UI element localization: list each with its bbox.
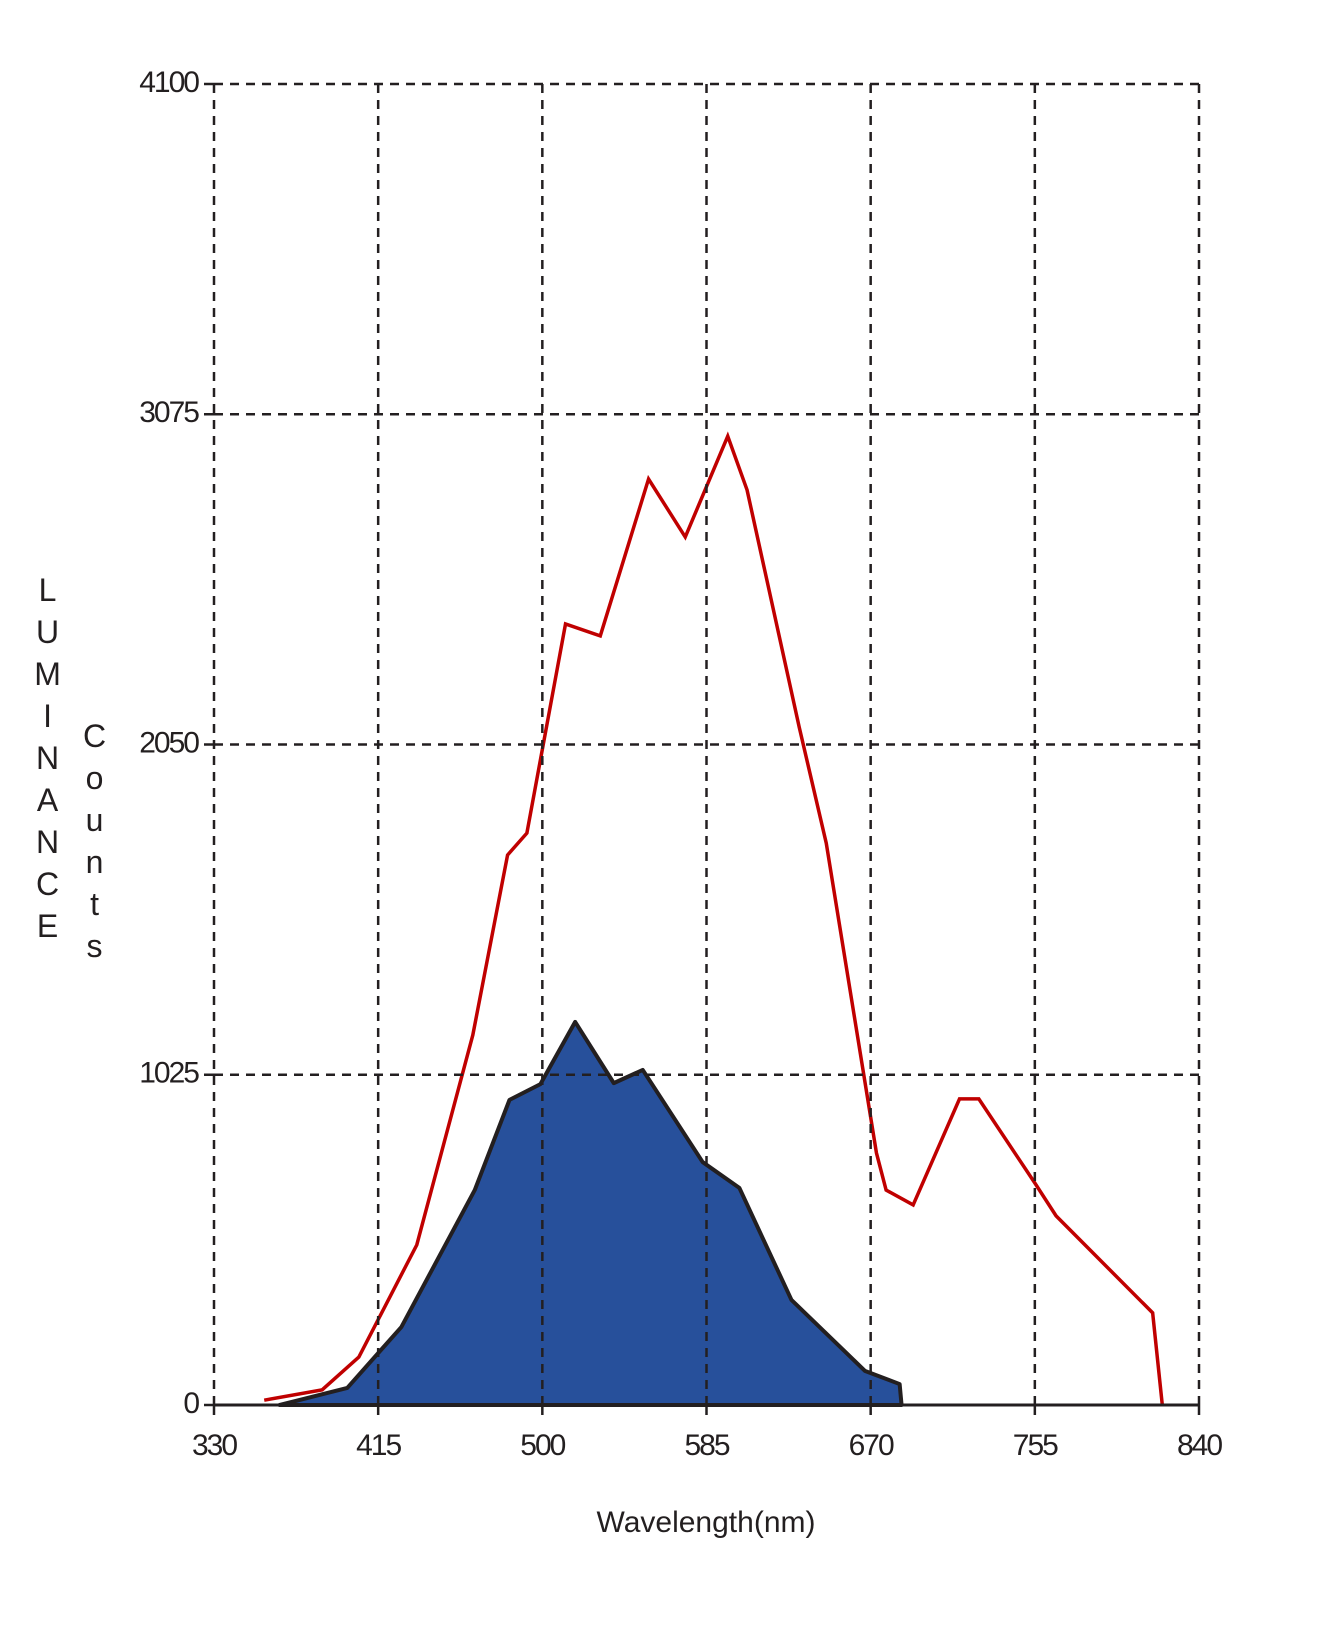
area bbox=[277, 1019, 904, 1407]
line bbox=[263, 431, 1165, 1406]
y-axis-label: LUMINANCE bbox=[30, 572, 66, 950]
y-axis-label: Counts bbox=[77, 718, 113, 970]
y-tick-label: 4100 bbox=[139, 66, 199, 99]
x-tick-label: 585 bbox=[684, 1429, 729, 1462]
x-tick-label: 415 bbox=[356, 1429, 401, 1462]
x-tick-label: 330 bbox=[192, 1429, 237, 1462]
y-tick-label: 3075 bbox=[139, 396, 199, 429]
x-tick-label: 500 bbox=[520, 1429, 565, 1462]
x-axis-label: Wavelength(nm) bbox=[597, 1506, 816, 1539]
y-tick-label: 2050 bbox=[139, 726, 199, 759]
y-tick-label: 1025 bbox=[139, 1057, 199, 1090]
y-tick-label: 0 bbox=[183, 1387, 199, 1420]
x-tick-label: 840 bbox=[1177, 1429, 1222, 1462]
x-tick-label: 755 bbox=[1013, 1429, 1058, 1462]
x-tick-label: 670 bbox=[849, 1429, 894, 1462]
